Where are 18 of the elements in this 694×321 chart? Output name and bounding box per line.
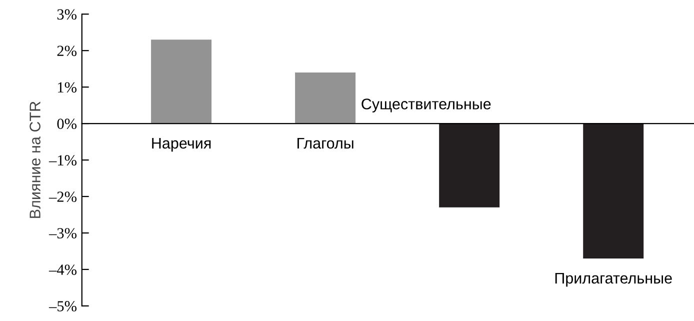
bar xyxy=(439,124,500,208)
y-tick-label: –3% xyxy=(48,228,77,238)
y-tick-label: –5% xyxy=(48,301,77,312)
bar xyxy=(151,40,212,124)
y-tick-label: –1% xyxy=(48,155,77,166)
bar xyxy=(583,124,644,258)
y-tick-label: 2% xyxy=(57,46,77,56)
x-tick-label: Наречия xyxy=(152,138,211,152)
y-tick-label: 1% xyxy=(58,82,77,93)
y-axis-title: Влияние на CTR xyxy=(30,102,40,218)
y-tick-label: –2% xyxy=(48,192,77,202)
y-tick-label: 0% xyxy=(57,118,77,130)
y-tick-label: 3% xyxy=(57,9,77,20)
x-tick-label: Глаголы xyxy=(298,138,354,149)
x-tick-label: Прилагательные xyxy=(555,272,672,287)
bar xyxy=(295,72,356,124)
x-tick-label: Существительные xyxy=(362,98,491,112)
y-tick-label: –4% xyxy=(48,264,77,275)
